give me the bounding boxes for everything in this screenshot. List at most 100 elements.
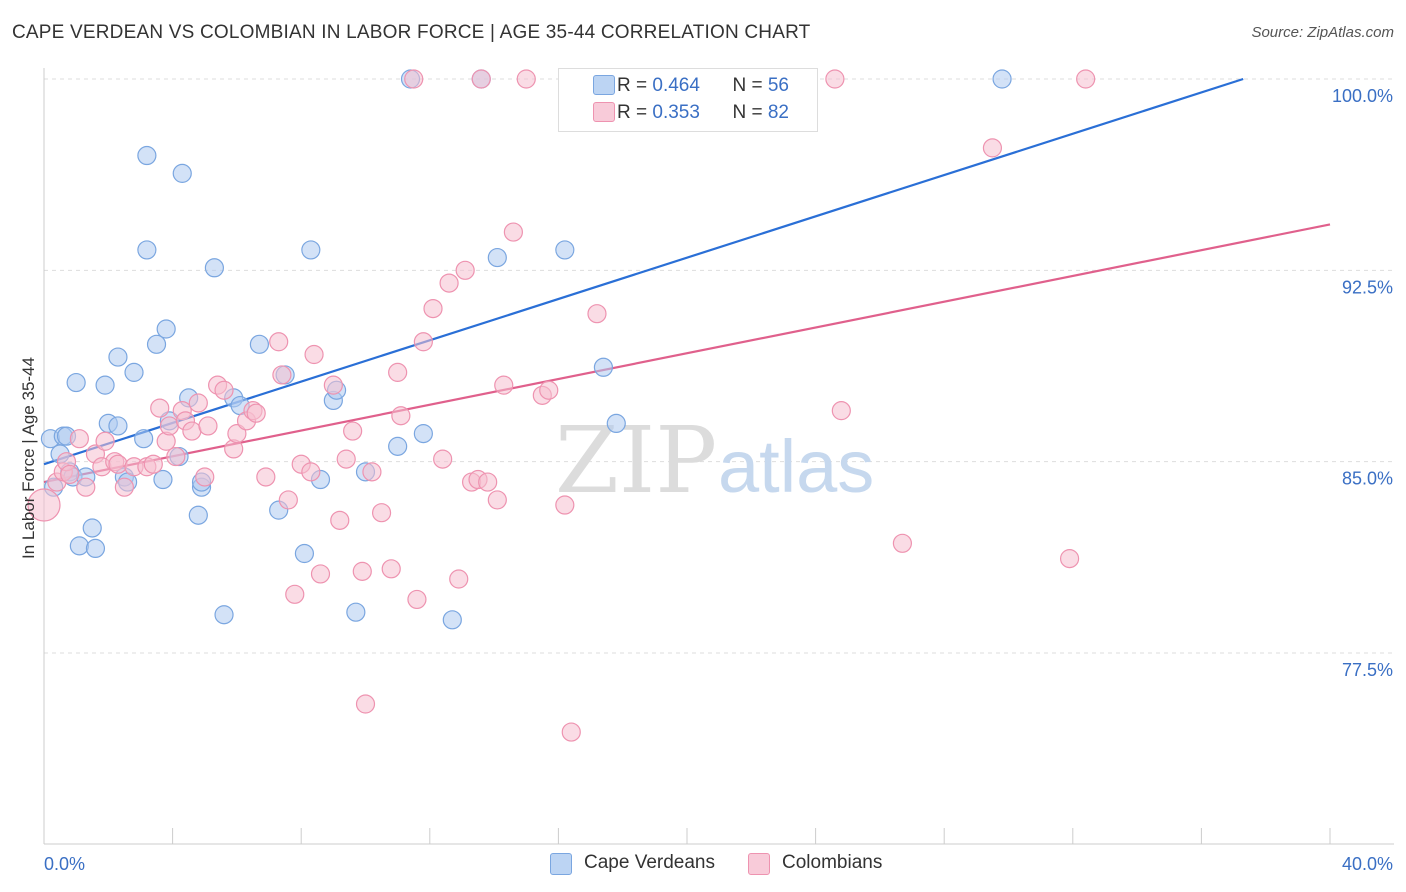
colombian-point <box>214 380 234 400</box>
cape-verdean-point <box>124 362 144 382</box>
legend-label: Colombians <box>782 852 883 873</box>
cape-verdean-point <box>66 372 86 393</box>
stats-row-colombians: R = 0.353 N = 82 <box>593 102 789 126</box>
colombian-point <box>407 589 427 610</box>
colombian-point <box>301 462 321 482</box>
cape-verdean-point <box>156 319 176 339</box>
colombian-point <box>60 464 80 485</box>
colombian-point <box>246 403 266 423</box>
colombian-point <box>355 694 376 714</box>
colombian-point <box>413 332 433 352</box>
cape-verdean-point <box>95 375 115 395</box>
colombian-point <box>423 299 443 319</box>
colombian-point <box>182 421 202 441</box>
colombian-point <box>449 569 469 589</box>
colombian-point <box>108 454 128 474</box>
cape-verdean-point <box>593 357 614 377</box>
source-label: Source: ZipAtlas.com <box>1251 24 1394 41</box>
colombian-point <box>362 462 382 482</box>
colombian-trend-line <box>43 223 1331 484</box>
colombian-point <box>516 69 536 89</box>
watermark-atlas: atlas <box>718 425 874 508</box>
y-axis-label: In Labor Force | Age 35-44 <box>19 357 38 559</box>
colombian-point <box>455 260 475 280</box>
cape-verdean-point <box>388 436 408 456</box>
colombian-point <box>198 416 218 436</box>
cape-verdean-point <box>146 334 167 354</box>
colombian-point <box>188 393 208 413</box>
colombian-point <box>494 375 514 395</box>
r-label: R = <box>617 75 653 96</box>
r-label: R = <box>617 102 653 123</box>
colombian-point <box>1076 69 1096 89</box>
cape-verdean-point <box>134 429 154 449</box>
cape-verdean-point <box>85 538 106 559</box>
colombian-point <box>404 69 424 89</box>
cape-verdean-point <box>153 469 173 490</box>
n-label: N = <box>732 75 768 96</box>
colombian-point <box>95 431 115 451</box>
colombian-point <box>27 488 61 522</box>
colombian-point <box>159 416 179 436</box>
colombian-point <box>76 477 96 497</box>
colombian-point <box>825 69 845 89</box>
cape-verdean-point <box>188 505 208 525</box>
chart-title: CAPE VERDEAN VS COLOMBIAN IN LABOR FORCE… <box>12 22 811 43</box>
colombian-point <box>471 69 491 89</box>
colombian-point <box>391 406 411 426</box>
colombian-point <box>150 398 170 418</box>
cape-verdean-point <box>413 424 433 444</box>
cape-verdean-point <box>294 543 315 564</box>
cape-verdean-point <box>992 69 1012 89</box>
colombian-point <box>143 454 163 474</box>
data-points <box>27 69 1096 742</box>
colombian-point <box>371 503 392 523</box>
y-tick-label: 77.5% <box>1342 660 1393 680</box>
n-label: N = <box>732 102 768 123</box>
cape-verdean-point <box>214 605 234 625</box>
colombian-point <box>381 559 401 579</box>
colombian-point <box>227 424 247 444</box>
y-tick-label: 85.0% <box>1342 469 1393 489</box>
y-tick-label: 100.0% <box>1332 86 1393 106</box>
colombian-point <box>278 490 298 510</box>
colombian-point <box>343 421 363 441</box>
x-tick-label: 40.0% <box>1342 854 1393 874</box>
colombian-point <box>1059 549 1080 569</box>
cape-verdean-point <box>172 163 192 183</box>
n-value: 56 <box>767 75 789 96</box>
colombian-point <box>166 446 186 467</box>
watermark-zip: ZIP <box>555 407 717 514</box>
colombian-point <box>269 332 289 352</box>
colombian-point <box>433 449 453 469</box>
colombian-point <box>982 138 1003 158</box>
colombian-point <box>539 380 559 400</box>
cape-verdean-point <box>204 258 224 278</box>
cape-verdean-point <box>442 610 462 630</box>
n-value: 82 <box>767 102 789 123</box>
colombian-point <box>256 467 276 487</box>
cape-verdean-point <box>487 247 507 268</box>
cape-verdean-point <box>301 240 321 260</box>
cape-verdean-point <box>137 240 157 260</box>
y-tick-label: 92.5% <box>1342 277 1393 297</box>
colombian-point <box>272 365 292 385</box>
cape-verdean-point <box>82 518 102 538</box>
legend-swatch-pink <box>748 853 770 875</box>
cape-verdean-point <box>108 347 128 367</box>
colombian-point <box>587 304 607 324</box>
axes <box>43 68 1394 845</box>
cape-verdean-point <box>108 416 128 436</box>
colombian-point <box>439 273 459 293</box>
colombian-point <box>323 375 343 395</box>
colombian-point <box>487 490 507 510</box>
colombian-point <box>330 510 350 530</box>
x-tick-label: 0.0% <box>44 854 85 874</box>
legend-swatch-blue <box>593 75 615 95</box>
stats-legend: R = 0.464 N = 56 R = 0.353 N = 82 <box>558 68 818 132</box>
r-value: 0.353 <box>652 102 700 123</box>
legend-swatch-blue <box>550 853 572 875</box>
colombian-point <box>892 533 913 553</box>
colombian-point <box>195 467 215 487</box>
